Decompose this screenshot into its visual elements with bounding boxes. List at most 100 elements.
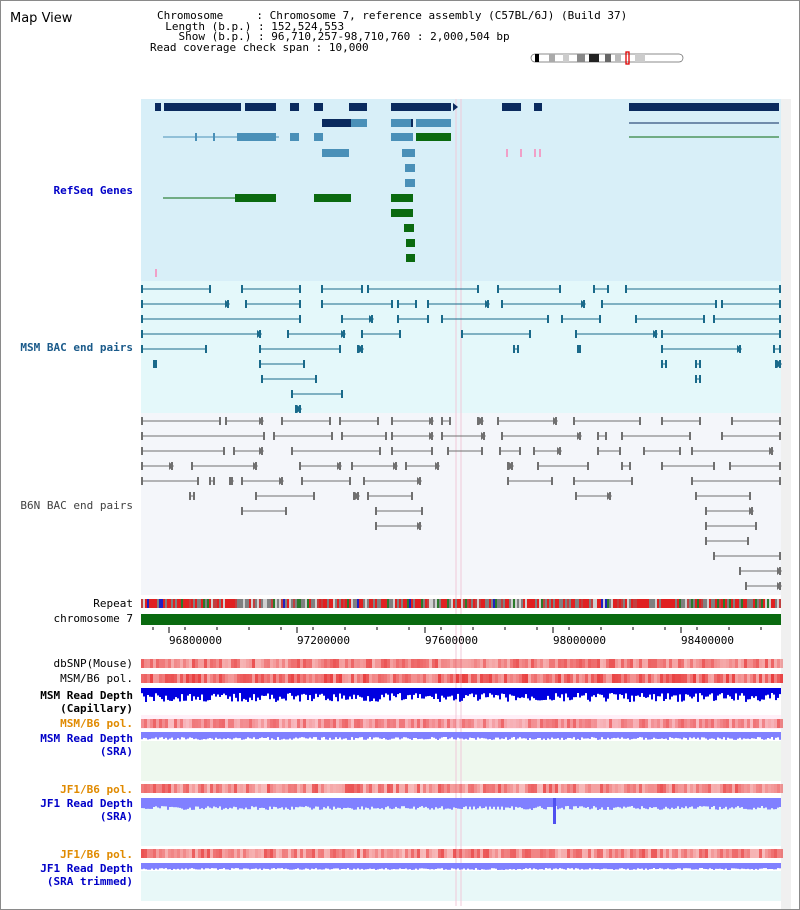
- repeat-mark: [375, 599, 377, 608]
- depth-bar: [279, 798, 281, 809]
- snp-heat-cell: [375, 849, 378, 858]
- snp-heat-cell: [528, 674, 531, 683]
- snp-heat-cell: [780, 659, 783, 668]
- bac-end: [519, 447, 521, 455]
- snp-heat-cell: [447, 659, 450, 668]
- depth-bar: [701, 798, 703, 807]
- depth-bar: [311, 732, 313, 739]
- snp-heat-cell: [522, 719, 525, 728]
- depth-bar: [207, 732, 209, 739]
- repeat-mark: [761, 599, 763, 608]
- depth-bar: [311, 798, 313, 810]
- depth-bar: [223, 688, 225, 694]
- snp-heat-cell: [144, 674, 147, 683]
- snp-heat-cell: [714, 674, 717, 683]
- snp-heat-cell: [495, 674, 498, 683]
- depth-bar: [163, 688, 165, 702]
- repeat-mark: [747, 599, 749, 608]
- depth-bar: [309, 798, 311, 808]
- repeat-mark: [749, 599, 751, 608]
- depth-bar: [711, 688, 713, 694]
- snp-heat-cell: [426, 784, 429, 793]
- b6n-bac-label[interactable]: B6N BAC end pairs: [20, 499, 133, 512]
- depth-bar: [725, 798, 727, 807]
- depth-bar: [409, 732, 411, 739]
- depth-bar: [327, 732, 329, 740]
- bac-end: [427, 300, 429, 308]
- snp-heat-cell: [582, 659, 585, 668]
- bac-end: [721, 432, 723, 440]
- depth-bar: [505, 863, 507, 870]
- depth-bar: [379, 732, 381, 739]
- depth-bar: [215, 688, 217, 697]
- repeat-mark: [239, 599, 241, 608]
- snp-heat-cell: [696, 784, 699, 793]
- depth-bar: [711, 798, 713, 807]
- snp-heat-cell: [219, 659, 222, 668]
- depth-bar: [395, 732, 397, 738]
- repeat-mark: [539, 599, 541, 608]
- snp-heat-cell: [321, 659, 324, 668]
- bac-end: [573, 477, 575, 485]
- depth-bar: [439, 798, 441, 808]
- depth-bar: [637, 732, 639, 738]
- bac-end: [415, 300, 417, 308]
- snp-heat-cell: [678, 719, 681, 728]
- depth-bar: [355, 732, 357, 738]
- depth-bar: [355, 863, 357, 870]
- depth-bar: [555, 863, 557, 869]
- snp-heat-cell: [369, 849, 372, 858]
- repeat-mark: [777, 599, 779, 608]
- snp-heat-cell: [774, 659, 777, 668]
- depth-bar: [263, 863, 265, 869]
- snp-heat-cell: [399, 659, 402, 668]
- depth-bar: [609, 863, 611, 870]
- depth-bar: [231, 798, 233, 809]
- refseq-genes-label[interactable]: RefSeq Genes: [53, 184, 133, 197]
- snp-heat-cell: [435, 719, 438, 728]
- depth-bar: [499, 863, 501, 870]
- snp-heat-cell: [513, 719, 516, 728]
- repeat-mark: [737, 599, 739, 608]
- depth-bar: [237, 798, 239, 810]
- depth-bar: [225, 732, 227, 739]
- snp-heat-cell: [288, 849, 291, 858]
- depth-bar: [655, 688, 657, 702]
- depth-bar: [421, 798, 423, 807]
- repeat-mark: [617, 599, 619, 608]
- depth-bar: [283, 863, 285, 870]
- depth-bar: [631, 798, 633, 806]
- depth-bar: [209, 732, 211, 738]
- snp-heat-cell: [261, 719, 264, 728]
- depth-bar: [277, 798, 279, 809]
- depth-bar: [369, 732, 371, 737]
- snp-heat-cell: [585, 719, 588, 728]
- depth-bar: [691, 732, 693, 739]
- gene-exon: [391, 209, 413, 217]
- depth-bar: [261, 688, 263, 696]
- depth-bar: [151, 863, 153, 869]
- snp-heat-cell: [609, 849, 612, 858]
- repeat-mark: [649, 599, 651, 608]
- snp-heat-cell: [537, 659, 540, 668]
- bac-end: [399, 330, 401, 338]
- repeat-mark: [637, 599, 639, 608]
- repeat-mark: [253, 599, 255, 608]
- snp-heat-cell: [315, 659, 318, 668]
- repeat-mark: [207, 599, 209, 608]
- repeat-mark: [411, 599, 413, 608]
- snp-heat-cell: [723, 719, 726, 728]
- depth-bar: [399, 688, 401, 694]
- snp-heat-cell: [492, 659, 495, 668]
- depth-bar: [167, 798, 169, 810]
- snp-heat-cell: [231, 659, 234, 668]
- msm-bac-label[interactable]: MSM BAC end pairs: [20, 341, 133, 354]
- snp-heat-cell: [435, 659, 438, 668]
- snp-heat-cell: [282, 674, 285, 683]
- snp-heat-cell: [702, 719, 705, 728]
- snp-heat-cell: [345, 659, 348, 668]
- snp-heat-cell: [531, 719, 534, 728]
- repeat-mark: [483, 599, 485, 608]
- depth-bar: [715, 798, 717, 810]
